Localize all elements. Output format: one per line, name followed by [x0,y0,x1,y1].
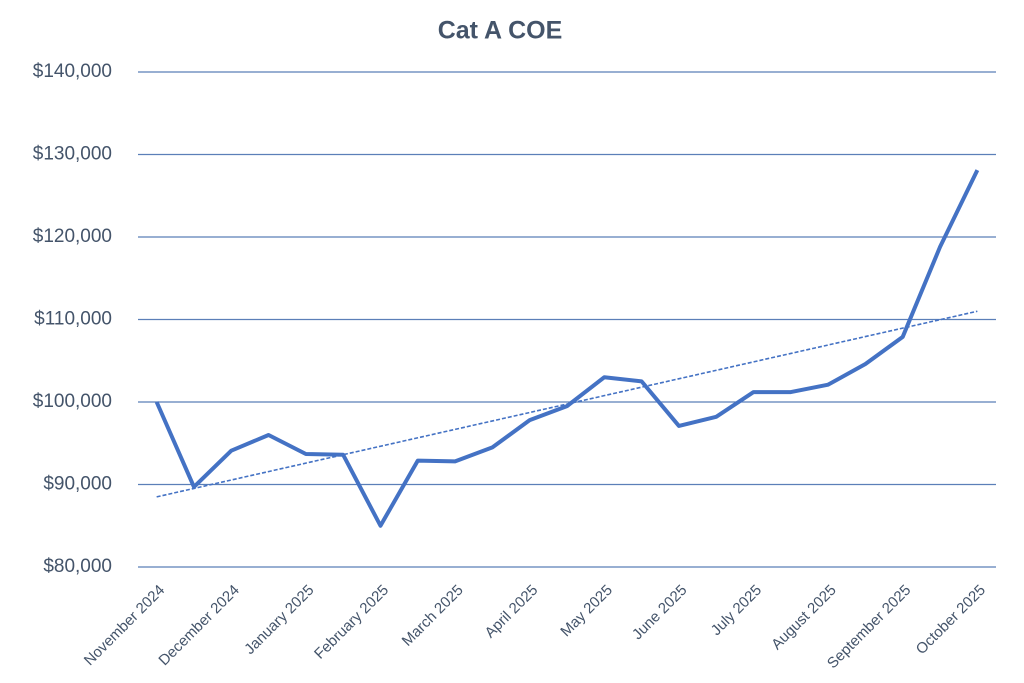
data-line [154,169,980,528]
y-tick-label: $90,000 [43,474,112,495]
trendline [156,310,978,498]
x-tick-label: April 2025 [482,582,542,642]
x-tick-label: June 2025 [629,582,691,644]
x-tick-label: October 2025 [913,582,989,658]
x-tick-label: January 2025 [241,582,317,658]
y-tick-label: $130,000 [33,144,112,165]
y-tick-label: $140,000 [33,61,112,82]
y-tick-label: $110,000 [34,309,112,330]
y-tick-label: $120,000 [33,226,112,247]
x-tick-label: December 2024 [155,582,242,669]
y-tick-label: $80,000 [43,556,112,577]
x-tick-label: July 2025 [708,582,765,639]
x-tick-label: August 2025 [768,582,840,654]
x-tick-label: March 2025 [399,582,467,650]
y-tick-label: $100,000 [33,391,112,412]
x-tick-label: February 2025 [311,582,392,663]
x-tick-label: May 2025 [557,582,616,641]
chart-title: Cat A COE [438,17,563,45]
